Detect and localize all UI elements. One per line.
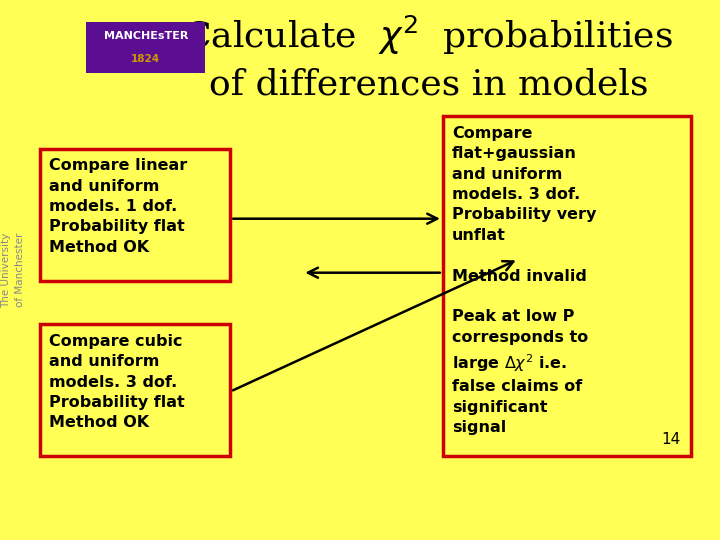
Text: Compare
flat+gaussian
and uniform
models. 3 dof.
Probability very
unflat

Method: Compare flat+gaussian and uniform models… (452, 126, 597, 435)
FancyBboxPatch shape (40, 148, 230, 281)
Text: of differences in models: of differences in models (209, 68, 648, 102)
FancyBboxPatch shape (40, 324, 230, 456)
Text: Compare linear
and uniform
models. 1 dof.
Probability flat
Method OK: Compare linear and uniform models. 1 dof… (49, 158, 187, 255)
Text: 14: 14 (661, 431, 680, 447)
Text: MANCHEsTER: MANCHEsTER (104, 31, 188, 41)
FancyBboxPatch shape (86, 22, 205, 73)
Text: The University
of Manchester: The University of Manchester (1, 232, 24, 308)
Text: Calculate  $\chi^2$  probabilities: Calculate $\chi^2$ probabilities (184, 14, 673, 57)
Text: 1824: 1824 (131, 53, 161, 64)
FancyBboxPatch shape (443, 116, 691, 456)
Text: Compare cubic
and uniform
models. 3 dof.
Probability flat
Method OK: Compare cubic and uniform models. 3 dof.… (49, 334, 185, 430)
